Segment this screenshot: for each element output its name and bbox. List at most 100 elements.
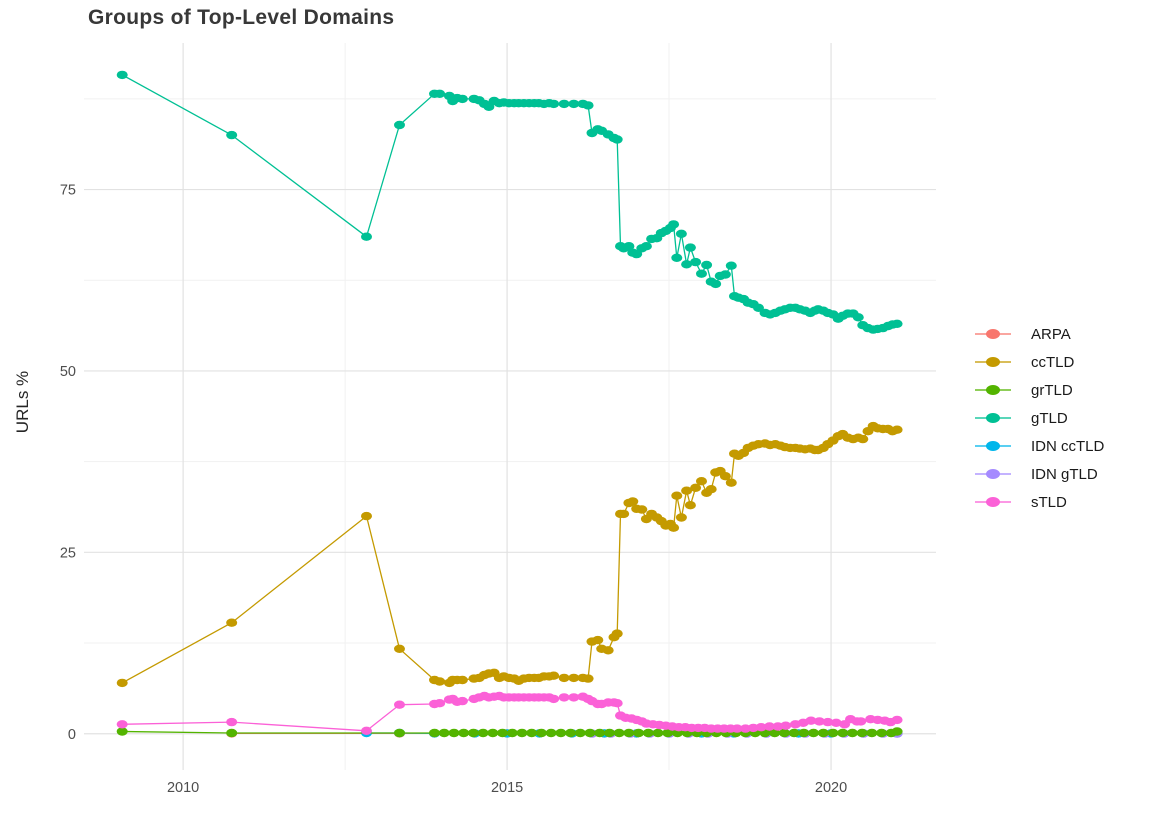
data-point-grtld [574, 728, 586, 738]
axis-tick-labels: 0 25 50 75 2010 2015 2020 [60, 183, 847, 796]
major-gridlines [84, 43, 936, 770]
data-point-cctld [725, 478, 737, 487]
data-point-grtld [506, 728, 518, 738]
data-point-stld [731, 724, 743, 733]
legend-key-icon [975, 496, 1011, 508]
data-point-grtld [477, 728, 489, 738]
data-point-stld [116, 720, 128, 729]
data-point-stld [456, 696, 468, 706]
legend-label: IDN ccTLD [1031, 437, 1105, 455]
data-point-grtld [613, 728, 625, 738]
legend-key-dot [986, 329, 1000, 339]
data-point-grtld [458, 728, 470, 738]
data-point-gtld [226, 130, 238, 140]
data-point-grtld [516, 728, 528, 738]
legend-key-dot [986, 469, 1000, 479]
data-point-cctld [116, 678, 128, 688]
chart-title: Groups of Top-Level Domains [88, 6, 395, 29]
legend-item-idn-cctld: IDN ccTLD [975, 432, 1104, 460]
legend-key-icon [975, 356, 1011, 368]
legend-label: IDN gTLD [1031, 465, 1098, 483]
data-point-stld [830, 718, 842, 727]
data-point-grtld [623, 728, 635, 738]
data-point-gtld [456, 94, 468, 104]
data-point-gtld [710, 279, 722, 289]
data-point-grtld [555, 728, 567, 738]
data-point-cctld [592, 635, 604, 645]
data-point-cctld [434, 677, 446, 686]
data-point-grtld [866, 728, 878, 738]
data-point-cctld [602, 646, 614, 655]
x-tick-label: 2015 [491, 780, 523, 796]
minor-gridlines [84, 43, 936, 770]
data-point-gtld [701, 260, 713, 270]
data-point-grtld [808, 728, 819, 738]
data-point-cctld [668, 523, 680, 532]
legend-item-gtld: gTLD [975, 404, 1104, 432]
legend-key-icon [975, 440, 1011, 452]
data-point-stld [226, 717, 238, 727]
data-point-grtld [467, 728, 479, 738]
legend-label: sTLD [1031, 493, 1067, 511]
data-point-stld [558, 693, 570, 702]
data-point-gtld [891, 319, 903, 328]
x-tick-label: 2020 [815, 780, 847, 796]
data-point-cctld [671, 491, 683, 500]
data-point-gtld [681, 260, 693, 269]
data-point-grtld [594, 728, 606, 738]
data-point-grtld [604, 728, 615, 738]
legend-item-grtld: grTLD [975, 376, 1104, 404]
data-point-gtld [116, 70, 128, 80]
data-point-grtld [788, 728, 800, 738]
data-point-grtld [662, 728, 674, 738]
data-point-stld [568, 693, 580, 702]
data-point-stld [780, 721, 792, 730]
data-point-stld [855, 717, 867, 726]
legend-label: ccTLD [1031, 353, 1075, 371]
data-point-grtld [778, 728, 790, 738]
y-tick-label: 25 [60, 545, 76, 561]
data-point-grtld [856, 728, 868, 738]
data-point-cctld [618, 509, 630, 519]
data-point-grtld [226, 728, 238, 738]
legend-item-idn-gtld: IDN gTLD [975, 460, 1104, 488]
data-point-grtld [652, 728, 664, 738]
data-point-cctld [627, 497, 639, 506]
data-point-grtld [584, 728, 596, 738]
data-point-grtld [798, 728, 810, 738]
data-point-grtld [429, 728, 440, 738]
data-point-cctld [675, 513, 687, 522]
data-point-cctld [681, 486, 693, 495]
data-point-cctld [705, 485, 717, 494]
data-point-gtld [611, 135, 623, 144]
legend: ARPA ccTLD grTLD gTLD IDN ccTLD IDN gTLD sTLD [975, 320, 1104, 516]
y-tick-label: 0 [68, 727, 76, 743]
data-point-gtld [696, 269, 707, 278]
series-line-cctld [121, 425, 898, 684]
data-point-grtld [526, 728, 538, 738]
data-point-grtld [642, 728, 654, 738]
data-point-grtld [827, 728, 839, 738]
legend-key-dot [986, 441, 1000, 451]
data-point-cctld [636, 505, 648, 514]
legend-label: grTLD [1031, 381, 1073, 399]
data-point-grtld [876, 728, 888, 738]
data-point-gtld [568, 99, 580, 109]
data-point-cctld [568, 673, 580, 683]
data-point-cctld [558, 673, 570, 683]
data-point-grtld [497, 728, 508, 738]
data-point-grtld [891, 727, 903, 736]
data-point-stld [361, 726, 372, 735]
data-point-gtld [558, 99, 570, 109]
data-point-cctld [226, 618, 238, 627]
legend-key-dot [986, 385, 1000, 395]
data-point-grtld [438, 728, 450, 738]
legend-item-arpa: ARPA [975, 320, 1104, 348]
data-point-gtld [675, 229, 687, 238]
data-point-gtld [690, 257, 702, 267]
data-point-grtld [394, 728, 405, 738]
legend-key-icon [975, 328, 1011, 340]
data-point-gtld [719, 270, 731, 279]
data-point-gtld [582, 101, 594, 110]
